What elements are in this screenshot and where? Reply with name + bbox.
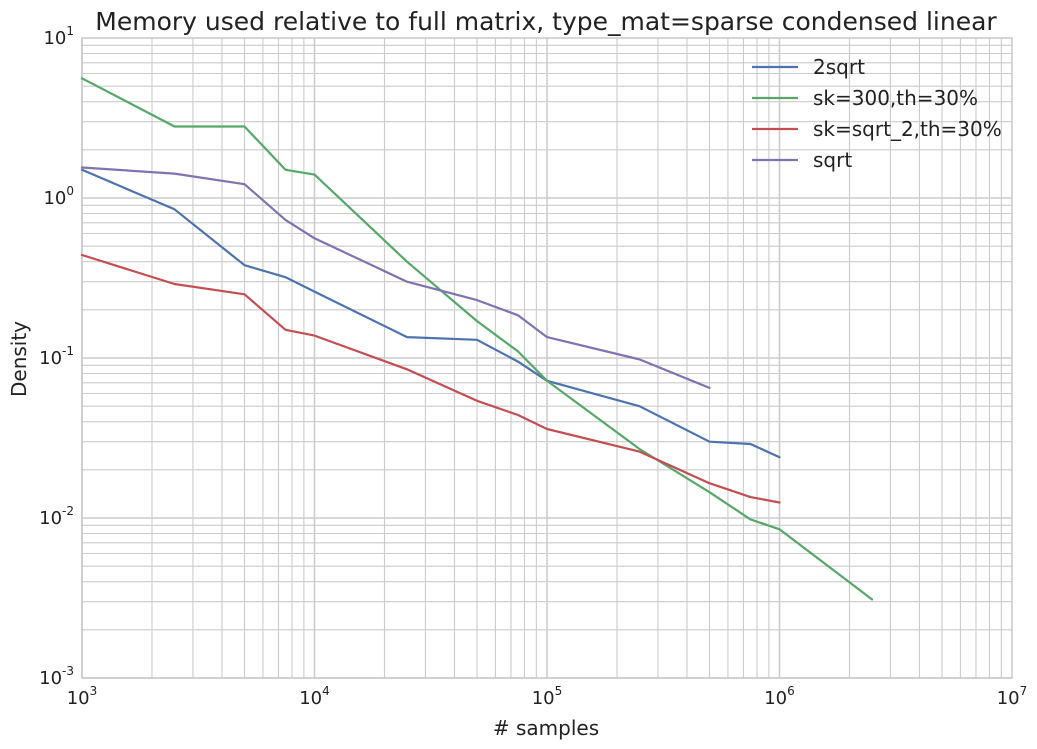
series-line-1 xyxy=(80,77,874,601)
legend-label: sk=sqrt_2,th=30% xyxy=(813,117,1002,141)
x-tick-label: 107 xyxy=(997,684,1028,709)
legend-label: sqrt xyxy=(813,148,852,172)
x-axis-label: # samples xyxy=(493,716,599,740)
y-tick-label: 10-2 xyxy=(39,504,74,529)
x-tick-label: 104 xyxy=(299,684,330,709)
x-tick-label: 105 xyxy=(532,684,563,709)
legend: 2sqrt sk=300,th=30% sk=sqrt_2,th=30%sqrt xyxy=(752,55,1002,172)
series-lines xyxy=(80,77,874,601)
y-tick-label: 10-1 xyxy=(39,344,74,369)
x-tick-label: 103 xyxy=(67,684,98,709)
y-tick-label: 100 xyxy=(43,184,74,209)
series-line-3 xyxy=(80,166,711,389)
y-tick-label: 10-3 xyxy=(39,664,74,689)
legend-label: sk=300,th=30% xyxy=(813,86,978,110)
x-tick-label: 106 xyxy=(764,684,795,709)
tick-labels: 103 104 105 106 107 10-3 10-2 10-1 100 101 xyxy=(39,24,1027,709)
legend-label: 2sqrt xyxy=(813,55,865,79)
chart-title: Memory used relative to full matrix, typ… xyxy=(95,7,997,36)
series-line-2 xyxy=(80,253,781,504)
series-line-0 xyxy=(80,168,781,459)
plot-frame xyxy=(81,37,1013,679)
y-tick-label: 101 xyxy=(43,24,74,49)
y-axis-label: Density xyxy=(7,321,31,397)
